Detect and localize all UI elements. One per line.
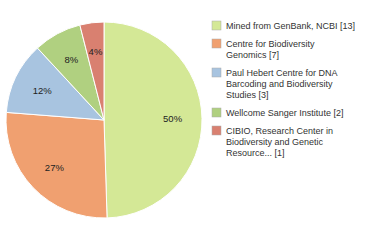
pie-slice (104, 22, 202, 218)
data-label: 12% (33, 85, 53, 96)
legend-entry: Mined from GenBank, NCBI [13] (226, 21, 355, 31)
legend-swatch (212, 21, 221, 30)
pie (6, 22, 202, 218)
data-label: 8% (64, 54, 78, 65)
data-labels: 50% 27% 12% 8% 4% (33, 46, 183, 172)
data-label: 27% (45, 162, 65, 173)
legend-entry: CIBIO, Research Center inBiodiversity an… (226, 126, 333, 158)
legend-entry: Centre for BiodiversityGenomics [7] (226, 39, 315, 60)
pie-slice (80, 22, 104, 120)
legend-swatch (212, 126, 221, 135)
legend-swatch (212, 108, 221, 117)
legend-entry: Wellcome Sanger Institute [2] (226, 108, 343, 118)
legend-swatch (212, 39, 221, 48)
data-label: 4% (89, 46, 103, 57)
legend: Mined from GenBank, NCBI [13] Centre for … (212, 21, 355, 158)
chart: 50% 27% 12% 8% 4% Mined from GenBank, NCBI [1… (0, 0, 380, 240)
data-label: 50% (163, 113, 183, 124)
pie-slice (6, 112, 107, 218)
legend-swatch (212, 68, 221, 77)
legend-entry: Paul Hebert Centre for DNABarcoding and … (226, 68, 338, 100)
